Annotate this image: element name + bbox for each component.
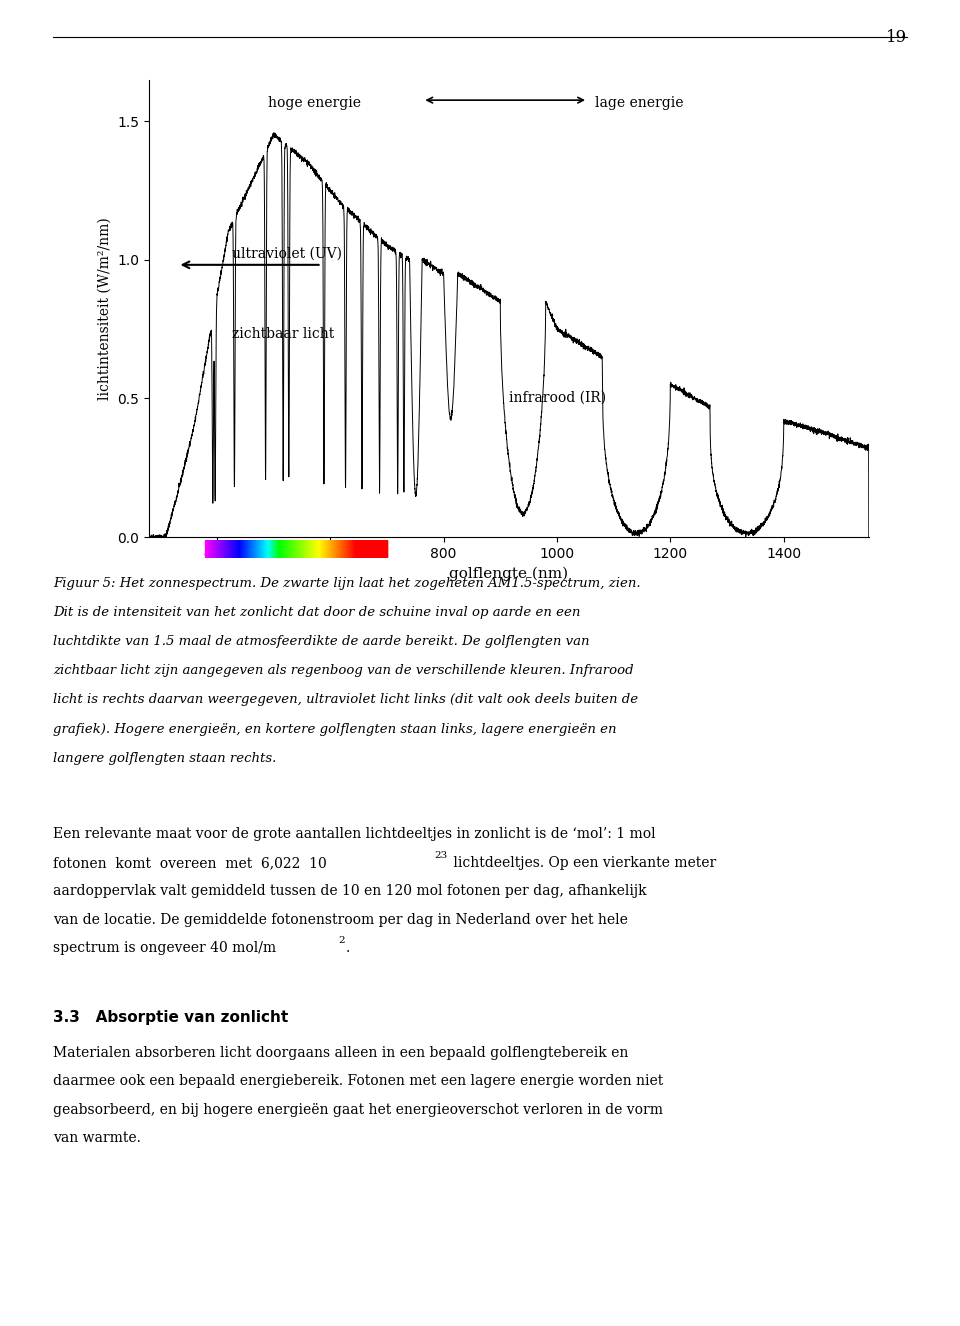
- Text: Een relevante maat voor de grote aantallen lichtdeeltjes in zonlicht is de ‘mol’: Een relevante maat voor de grote aantall…: [53, 827, 656, 842]
- Text: lage energie: lage energie: [595, 95, 684, 110]
- Text: Materialen absorberen licht doorgaans alleen in een bepaald golflengtebereik en: Materialen absorberen licht doorgaans al…: [53, 1046, 628, 1059]
- Text: langere golflengten staan rechts.: langere golflengten staan rechts.: [53, 752, 276, 765]
- Text: zichtbaar licht zijn aangegeven als regenboog van de verschillende kleuren. Infr: zichtbaar licht zijn aangegeven als rege…: [53, 664, 634, 678]
- Text: 23: 23: [434, 851, 447, 859]
- Text: zichtbaar licht: zichtbaar licht: [231, 326, 334, 341]
- Text: Figuur 5: Het zonnespectrum. De zwarte lijn laat het zogeheten AM1.5-spectrum, z: Figuur 5: Het zonnespectrum. De zwarte l…: [53, 577, 640, 590]
- Text: luchtdikte van 1.5 maal de atmosfeerdikte de aarde bereikt. De golflengten van: luchtdikte van 1.5 maal de atmosfeerdikt…: [53, 635, 589, 648]
- Text: 2: 2: [338, 936, 345, 945]
- Text: aardoppervlak valt gemiddeld tussen de 10 en 120 mol fotonen per dag, afhankelij: aardoppervlak valt gemiddeld tussen de 1…: [53, 884, 646, 899]
- Text: grafiek). Hogere energieën, en kortere golflengten staan links, lagere energieën: grafiek). Hogere energieën, en kortere g…: [53, 723, 616, 736]
- Text: Dit is de intensiteit van het zonlicht dat door de schuine inval op aarde en een: Dit is de intensiteit van het zonlicht d…: [53, 606, 580, 619]
- X-axis label: golflengte (nm): golflengte (nm): [449, 566, 568, 581]
- Text: .: .: [346, 941, 349, 956]
- Text: lichtdeeltjes. Op een vierkante meter: lichtdeeltjes. Op een vierkante meter: [449, 857, 716, 870]
- Text: ultraviolet (UV): ultraviolet (UV): [231, 247, 342, 260]
- Text: fotonen  komt  overeen  met  6,022  10: fotonen komt overeen met 6,022 10: [53, 857, 326, 870]
- Text: licht is rechts daarvan weergegeven, ultraviolet licht links (dit valt ook deels: licht is rechts daarvan weergegeven, ult…: [53, 693, 638, 707]
- Text: van de locatie. De gemiddelde fotonenstroom per dag in Nederland over het hele: van de locatie. De gemiddelde fotonenstr…: [53, 914, 628, 927]
- Y-axis label: lichtintensiteit (W/m²/nm): lichtintensiteit (W/m²/nm): [98, 217, 111, 399]
- Text: spectrum is ongeveer 40 mol/m: spectrum is ongeveer 40 mol/m: [53, 941, 276, 956]
- Text: hoge energie: hoge energie: [268, 95, 361, 110]
- Text: van warmte.: van warmte.: [53, 1131, 141, 1146]
- Text: 3.3   Absorptie van zonlicht: 3.3 Absorptie van zonlicht: [53, 1010, 288, 1025]
- Text: daarmee ook een bepaald energiebereik. Fotonen met een lagere energie worden nie: daarmee ook een bepaald energiebereik. F…: [53, 1074, 663, 1089]
- Text: 19: 19: [886, 29, 907, 46]
- Text: geabsorbeerd, en bij hogere energieën gaat het energieoverschot verloren in de v: geabsorbeerd, en bij hogere energieën ga…: [53, 1103, 662, 1116]
- Text: infrarood (IR): infrarood (IR): [509, 391, 606, 404]
